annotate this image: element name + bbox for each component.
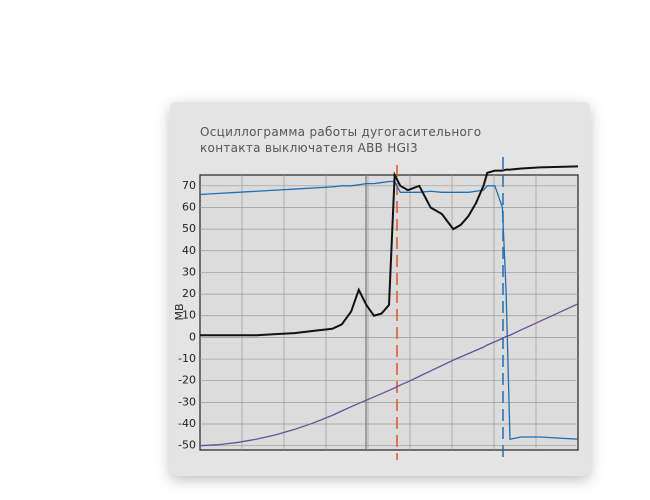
- y-tick-label: 0: [189, 330, 196, 343]
- y-tick-label: -30: [178, 395, 196, 408]
- y-tick-label: 60: [182, 200, 196, 213]
- y-tick-label: 10: [182, 309, 196, 322]
- y-tick-label: 50: [182, 222, 196, 235]
- y-tick-label: -20: [178, 374, 196, 387]
- y-tick-label: -50: [178, 439, 196, 452]
- y-axis-label: МВ: [173, 303, 186, 320]
- series-line: [200, 165, 579, 337]
- plot-area: [199, 174, 579, 451]
- y-tick-label: -40: [178, 417, 196, 430]
- y-tick-label: 40: [182, 244, 196, 257]
- series-line: [199, 303, 579, 447]
- series-line: [199, 180, 579, 440]
- y-tick-label: -10: [178, 352, 196, 365]
- chart-title: Осциллограмма работы дугогасительного ко…: [200, 125, 482, 155]
- y-tick-label: 70: [182, 179, 196, 192]
- y-tick-label: 30: [182, 265, 196, 278]
- y-tick-label: 20: [182, 287, 196, 300]
